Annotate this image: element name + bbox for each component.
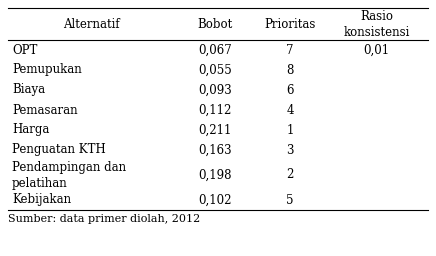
Text: 0,067: 0,067 bbox=[198, 44, 232, 57]
Text: 0,01: 0,01 bbox=[364, 44, 389, 57]
Text: Bobot: Bobot bbox=[198, 17, 233, 30]
Text: 5: 5 bbox=[286, 194, 294, 207]
Text: Alternatif: Alternatif bbox=[63, 17, 120, 30]
Text: Prioritas: Prioritas bbox=[264, 17, 316, 30]
Text: 0,163: 0,163 bbox=[198, 144, 232, 156]
Text: OPT: OPT bbox=[12, 44, 37, 57]
Text: 0,102: 0,102 bbox=[198, 194, 232, 207]
Text: Penguatan KTH: Penguatan KTH bbox=[12, 144, 106, 156]
Text: 7: 7 bbox=[286, 44, 294, 57]
Text: 0,112: 0,112 bbox=[198, 103, 232, 116]
Text: 0,093: 0,093 bbox=[198, 83, 232, 97]
Text: Pendampingan dan
pelatihan: Pendampingan dan pelatihan bbox=[12, 161, 126, 189]
Text: 0,198: 0,198 bbox=[198, 168, 232, 182]
Text: Sumber: data primer diolah, 2012: Sumber: data primer diolah, 2012 bbox=[8, 214, 200, 224]
Text: 2: 2 bbox=[286, 168, 294, 182]
Text: Rasio
konsistensi: Rasio konsistensi bbox=[343, 9, 410, 38]
Text: 1: 1 bbox=[286, 123, 294, 136]
Text: 6: 6 bbox=[286, 83, 294, 97]
Text: 0,211: 0,211 bbox=[198, 123, 232, 136]
Text: 3: 3 bbox=[286, 144, 294, 156]
Text: Pemupukan: Pemupukan bbox=[12, 63, 82, 77]
Text: Pemasaran: Pemasaran bbox=[12, 103, 78, 116]
Text: 0,055: 0,055 bbox=[198, 63, 232, 77]
Text: 4: 4 bbox=[286, 103, 294, 116]
Text: Harga: Harga bbox=[12, 123, 49, 136]
Text: 8: 8 bbox=[286, 63, 294, 77]
Text: Biaya: Biaya bbox=[12, 83, 45, 97]
Text: Kebijakan: Kebijakan bbox=[12, 194, 71, 207]
